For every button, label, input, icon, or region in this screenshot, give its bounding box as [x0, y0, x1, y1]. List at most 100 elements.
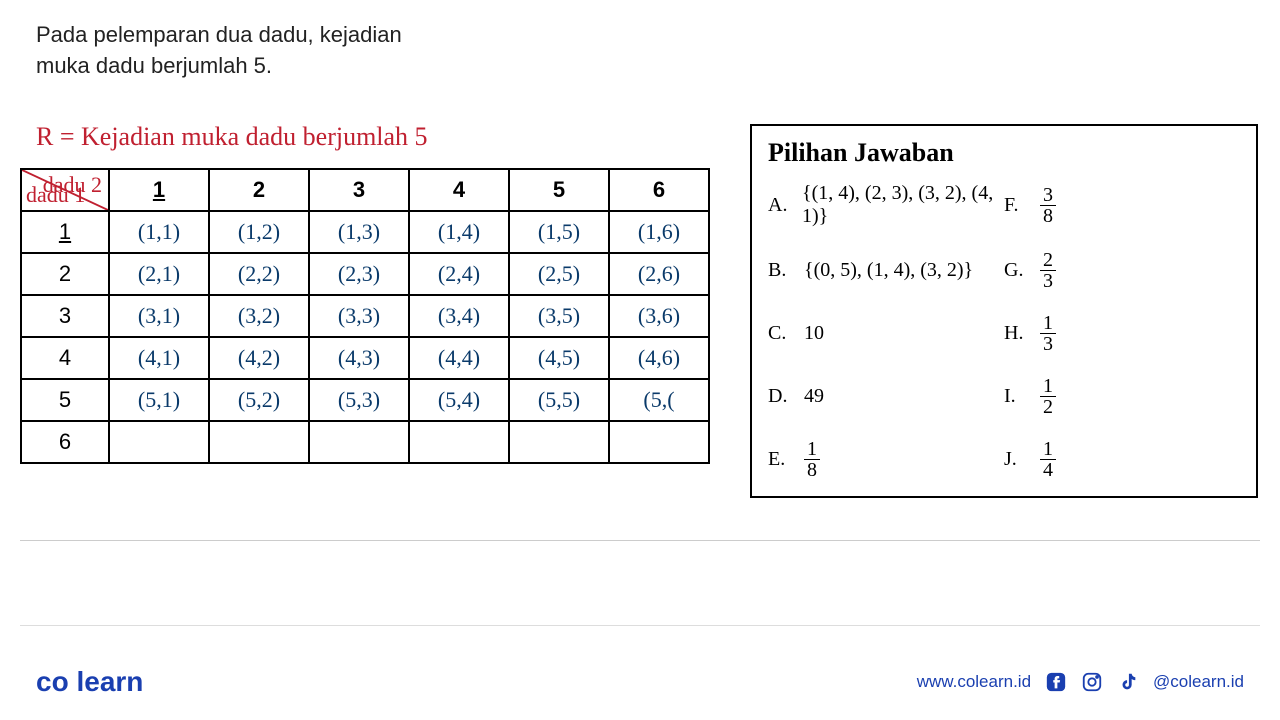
answers-box: Pilihan Jawaban A. {(1, 4), (2, 3), (3, … — [750, 124, 1258, 498]
answer-label: B. — [768, 259, 790, 282]
table-cell — [109, 421, 209, 463]
table-cell: (1,5) — [509, 211, 609, 253]
logo-co: co — [36, 666, 69, 697]
table-cell: (4,5) — [509, 337, 609, 379]
col-header: 5 — [509, 169, 609, 211]
facebook-icon — [1045, 671, 1067, 693]
answer-label: H. — [1004, 322, 1026, 345]
answer-text: 49 — [804, 385, 824, 408]
fraction: 2 3 — [1040, 250, 1056, 291]
answer-c: C. 10 — [768, 313, 1004, 354]
table-cell: (2,2) — [209, 253, 309, 295]
fraction: 1 3 — [1040, 313, 1056, 354]
logo-learn: learn — [76, 666, 143, 697]
dice-table: dadu 2 dadu 1 1 2 3 4 5 6 1 (1,1) (1,2) … — [20, 168, 710, 464]
footer-url: www.colearn.id — [917, 672, 1031, 692]
table-cell: (3,5) — [509, 295, 609, 337]
answer-text: 10 — [804, 322, 824, 345]
fraction: 1 2 — [1040, 376, 1056, 417]
answer-label: I. — [1004, 385, 1026, 408]
table-cell: (5,1) — [109, 379, 209, 421]
fraction: 1 4 — [1040, 439, 1056, 480]
answer-label: G. — [1004, 259, 1026, 282]
col-header: 2 — [209, 169, 309, 211]
answer-h: H. 1 3 — [1004, 313, 1240, 354]
row-header: 1 — [21, 211, 109, 253]
tiktok-icon — [1117, 671, 1139, 693]
divider — [20, 540, 1260, 541]
divider — [20, 625, 1260, 626]
col-header: 1 — [109, 169, 209, 211]
table-cell: (2,6) — [609, 253, 709, 295]
table-cell: (3,1) — [109, 295, 209, 337]
table-cell: (2,1) — [109, 253, 209, 295]
row-header: 6 — [21, 421, 109, 463]
footer: co learn www.colearn.id @colearn.id — [0, 666, 1280, 698]
diag-bottom-label: dadu 1 — [26, 182, 85, 208]
col-header: 3 — [309, 169, 409, 211]
fraction: 3 8 — [1040, 185, 1056, 226]
answer-label: J. — [1004, 448, 1026, 471]
table-cell — [409, 421, 509, 463]
answer-j: J. 1 4 — [1004, 439, 1240, 480]
table-cell: (4,2) — [209, 337, 309, 379]
row-header: 4 — [21, 337, 109, 379]
answers-title: Pilihan Jawaban — [768, 138, 1240, 168]
answer-label: D. — [768, 385, 790, 408]
diagonal-header: dadu 2 dadu 1 — [21, 169, 109, 211]
answer-text: {(1, 4), (2, 3), (3, 2), (4, 1)} — [802, 182, 1004, 228]
answers-grid: A. {(1, 4), (2, 3), (3, 2), (4, 1)} F. 3… — [768, 182, 1240, 480]
table-cell: (5,5) — [509, 379, 609, 421]
handwriting-title: R = Kejadian muka dadu berjumlah 5 — [36, 122, 428, 152]
table-cell: (4,3) — [309, 337, 409, 379]
table-cell: (1,1) — [109, 211, 209, 253]
row-header: 5 — [21, 379, 109, 421]
table-cell — [209, 421, 309, 463]
footer-handle: @colearn.id — [1153, 672, 1244, 692]
answer-a: A. {(1, 4), (2, 3), (3, 2), (4, 1)} — [768, 182, 1004, 228]
answer-e: E. 1 8 — [768, 439, 1004, 480]
footer-right: www.colearn.id @colearn.id — [917, 671, 1244, 693]
answer-f: F. 3 8 — [1004, 182, 1240, 228]
table-cell: (3,4) — [409, 295, 509, 337]
table-cell: (4,6) — [609, 337, 709, 379]
answer-label: F. — [1004, 194, 1026, 217]
answer-b: B. {(0, 5), (1, 4), (3, 2)} — [768, 250, 1004, 291]
table-cell — [309, 421, 409, 463]
question-text: Pada pelemparan dua dadu, kejadian muka … — [36, 20, 402, 82]
table-cell: (4,1) — [109, 337, 209, 379]
table-cell: (1,4) — [409, 211, 509, 253]
table-cell: (1,2) — [209, 211, 309, 253]
table-cell: (4,4) — [409, 337, 509, 379]
answer-d: D. 49 — [768, 376, 1004, 417]
answer-label: A. — [768, 194, 788, 217]
question-line2: muka dadu berjumlah 5. — [36, 51, 402, 82]
table-cell: (5,4) — [409, 379, 509, 421]
table-cell: (3,3) — [309, 295, 409, 337]
table-cell — [609, 421, 709, 463]
fraction: 1 8 — [804, 439, 820, 480]
answer-label: E. — [768, 448, 790, 471]
table-cell: (3,2) — [209, 295, 309, 337]
col-header: 6 — [609, 169, 709, 211]
instagram-icon — [1081, 671, 1103, 693]
table-cell: (1,6) — [609, 211, 709, 253]
table-cell: (1,3) — [309, 211, 409, 253]
answer-text: {(0, 5), (1, 4), (3, 2)} — [804, 259, 973, 282]
question-line1: Pada pelemparan dua dadu, kejadian — [36, 20, 402, 51]
logo: co learn — [36, 666, 143, 698]
table-cell — [509, 421, 609, 463]
col-header: 4 — [409, 169, 509, 211]
table-cell: (5,3) — [309, 379, 409, 421]
table-cell: (2,4) — [409, 253, 509, 295]
answer-g: G. 2 3 — [1004, 250, 1240, 291]
row-header: 2 — [21, 253, 109, 295]
table-cell: (3,6) — [609, 295, 709, 337]
table-cell: (2,3) — [309, 253, 409, 295]
answer-label: C. — [768, 322, 790, 345]
row-header: 3 — [21, 295, 109, 337]
answer-i: I. 1 2 — [1004, 376, 1240, 417]
table-cell: (5,( — [609, 379, 709, 421]
table-cell: (2,5) — [509, 253, 609, 295]
table-cell: (5,2) — [209, 379, 309, 421]
